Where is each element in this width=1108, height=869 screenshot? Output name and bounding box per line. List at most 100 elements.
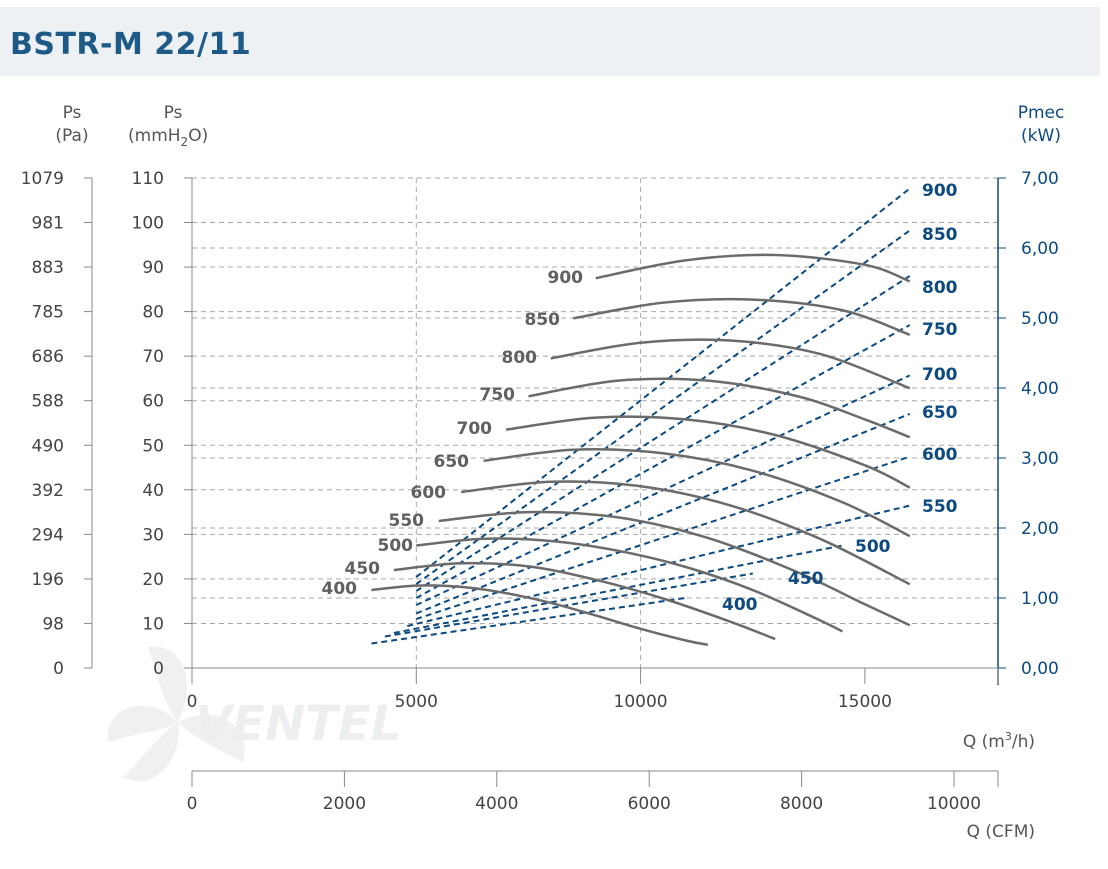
pa-tick-label: 294 — [32, 525, 64, 545]
kw-tick-label: 0,00 — [1021, 659, 1059, 679]
mm-axis-unit: (mmH2O) — [128, 126, 208, 149]
kw-tick-label: 7,00 — [1021, 169, 1059, 189]
pa-tick-label: 981 — [32, 214, 64, 234]
power-label-700: 700 — [922, 365, 958, 385]
kw-tick-label: 6,00 — [1021, 239, 1059, 259]
pa-tick-label: 490 — [32, 436, 64, 456]
mm-tick-label: 60 — [142, 392, 164, 412]
pa-tick-label: 392 — [32, 481, 64, 501]
power-line-800 — [415, 275, 911, 592]
pressure-curve-800 — [550, 338, 911, 390]
pressure-curve-550 — [438, 510, 911, 627]
power-label-850: 850 — [922, 225, 958, 245]
curve-labels: 4004505005506006507007508008509004004505… — [322, 181, 958, 615]
q-cfm-axis-label: Q (CFM) — [967, 822, 1035, 842]
power-axis-label: Pmec — [1018, 103, 1065, 123]
power-label-600: 600 — [922, 445, 958, 465]
pressure-label-600: 600 — [411, 483, 447, 503]
power-label-650: 650 — [922, 403, 958, 423]
power-line-900 — [415, 187, 911, 578]
chart-title: BSTR-M 22/11 — [10, 27, 252, 62]
pa-tick-label: 883 — [32, 258, 64, 278]
q-tick-label: 15000 — [838, 692, 892, 712]
watermark-text: VENTEL — [195, 696, 401, 752]
pa-tick-label: 686 — [32, 347, 64, 367]
q-tick-label: 0 — [187, 692, 198, 712]
mm-axis-label: Ps — [164, 103, 183, 123]
ventel-watermark: VENTEL — [107, 646, 401, 781]
power-label-750: 750 — [922, 320, 958, 340]
pa-tick-label: 196 — [32, 570, 64, 590]
axes: 1079981883785686588490392294196980110100… — [21, 169, 1059, 814]
pressure-curve-400 — [371, 584, 709, 647]
pa-tick-label: 588 — [32, 392, 64, 412]
power-line-750 — [415, 324, 911, 599]
pressure-curve-900 — [595, 253, 911, 283]
q-tick-label: 10000 — [614, 692, 668, 712]
pressure-label-500: 500 — [378, 536, 414, 556]
power-label-400: 400 — [722, 595, 758, 615]
mm-tick-label: 100 — [132, 214, 164, 234]
q-m3h-axis-label: Q (m3/h) — [963, 730, 1035, 752]
pressure-curve-700 — [505, 415, 911, 489]
cfm-tick-label: 4000 — [475, 794, 518, 814]
kw-tick-label: 2,00 — [1021, 519, 1059, 539]
header-bar: BSTR-M 22/11 — [0, 7, 1100, 76]
kw-tick-label: 3,00 — [1021, 449, 1059, 469]
pressure-curve-850 — [573, 297, 911, 336]
pa-tick-label: 0 — [53, 659, 64, 679]
power-line-500 — [393, 544, 843, 634]
cfm-tick-label: 0 — [187, 794, 198, 814]
mm-tick-label: 90 — [142, 258, 164, 278]
pa-tick-label: 785 — [32, 303, 64, 323]
power-line-650 — [415, 412, 911, 615]
power-axis-unit: (kW) — [1021, 126, 1061, 146]
mm-tick-label: 30 — [142, 525, 164, 545]
pressure-label-800: 800 — [502, 348, 538, 368]
mm-tick-label: 10 — [142, 614, 164, 634]
mm-tick-label: 20 — [142, 570, 164, 590]
pressure-label-550: 550 — [389, 511, 425, 531]
pressure-curve-750 — [528, 377, 911, 439]
cfm-tick-label: 10000 — [927, 794, 981, 814]
power-label-800: 800 — [922, 278, 958, 298]
pressure-label-850: 850 — [525, 310, 561, 330]
kw-tick-label: 1,00 — [1021, 589, 1059, 609]
mm-tick-label: 40 — [142, 481, 164, 501]
pa-axis-unit: (Pa) — [55, 126, 88, 146]
pa-tick-label: 1079 — [21, 169, 64, 189]
pressure-curves — [371, 253, 911, 647]
pa-tick-label: 98 — [42, 614, 64, 634]
power-line-850 — [415, 229, 911, 585]
pressure-curve-600 — [461, 480, 911, 586]
power-label-500: 500 — [855, 537, 891, 557]
cfm-tick-label: 2000 — [323, 794, 366, 814]
cfm-tick-label: 6000 — [628, 794, 671, 814]
mm-tick-label: 0 — [153, 659, 164, 679]
kw-tick-label: 4,00 — [1021, 379, 1059, 399]
mm-tick-label: 80 — [142, 303, 164, 323]
mm-tick-label: 70 — [142, 347, 164, 367]
pressure-label-650: 650 — [434, 452, 470, 472]
pressure-label-750: 750 — [480, 385, 516, 405]
pressure-curve-450 — [393, 561, 776, 641]
pressure-curve-500 — [416, 537, 844, 633]
power-label-900: 900 — [922, 181, 958, 201]
power-label-550: 550 — [922, 497, 958, 517]
power-line-450 — [384, 572, 753, 638]
power-line-600 — [415, 455, 911, 620]
pressure-label-400: 400 — [322, 579, 358, 599]
pressure-label-900: 900 — [548, 268, 584, 288]
pressure-curve-650 — [483, 448, 911, 538]
cfm-tick-label: 8000 — [780, 794, 823, 814]
power-curves — [371, 187, 911, 645]
mm-tick-label: 50 — [142, 436, 164, 456]
pressure-label-450: 450 — [345, 559, 381, 579]
q-tick-label: 5000 — [395, 692, 438, 712]
pa-axis-label: Ps — [63, 103, 82, 123]
mm-tick-label: 110 — [132, 169, 164, 189]
pressure-label-700: 700 — [457, 419, 493, 439]
kw-tick-label: 5,00 — [1021, 309, 1059, 329]
power-label-450: 450 — [788, 569, 824, 589]
